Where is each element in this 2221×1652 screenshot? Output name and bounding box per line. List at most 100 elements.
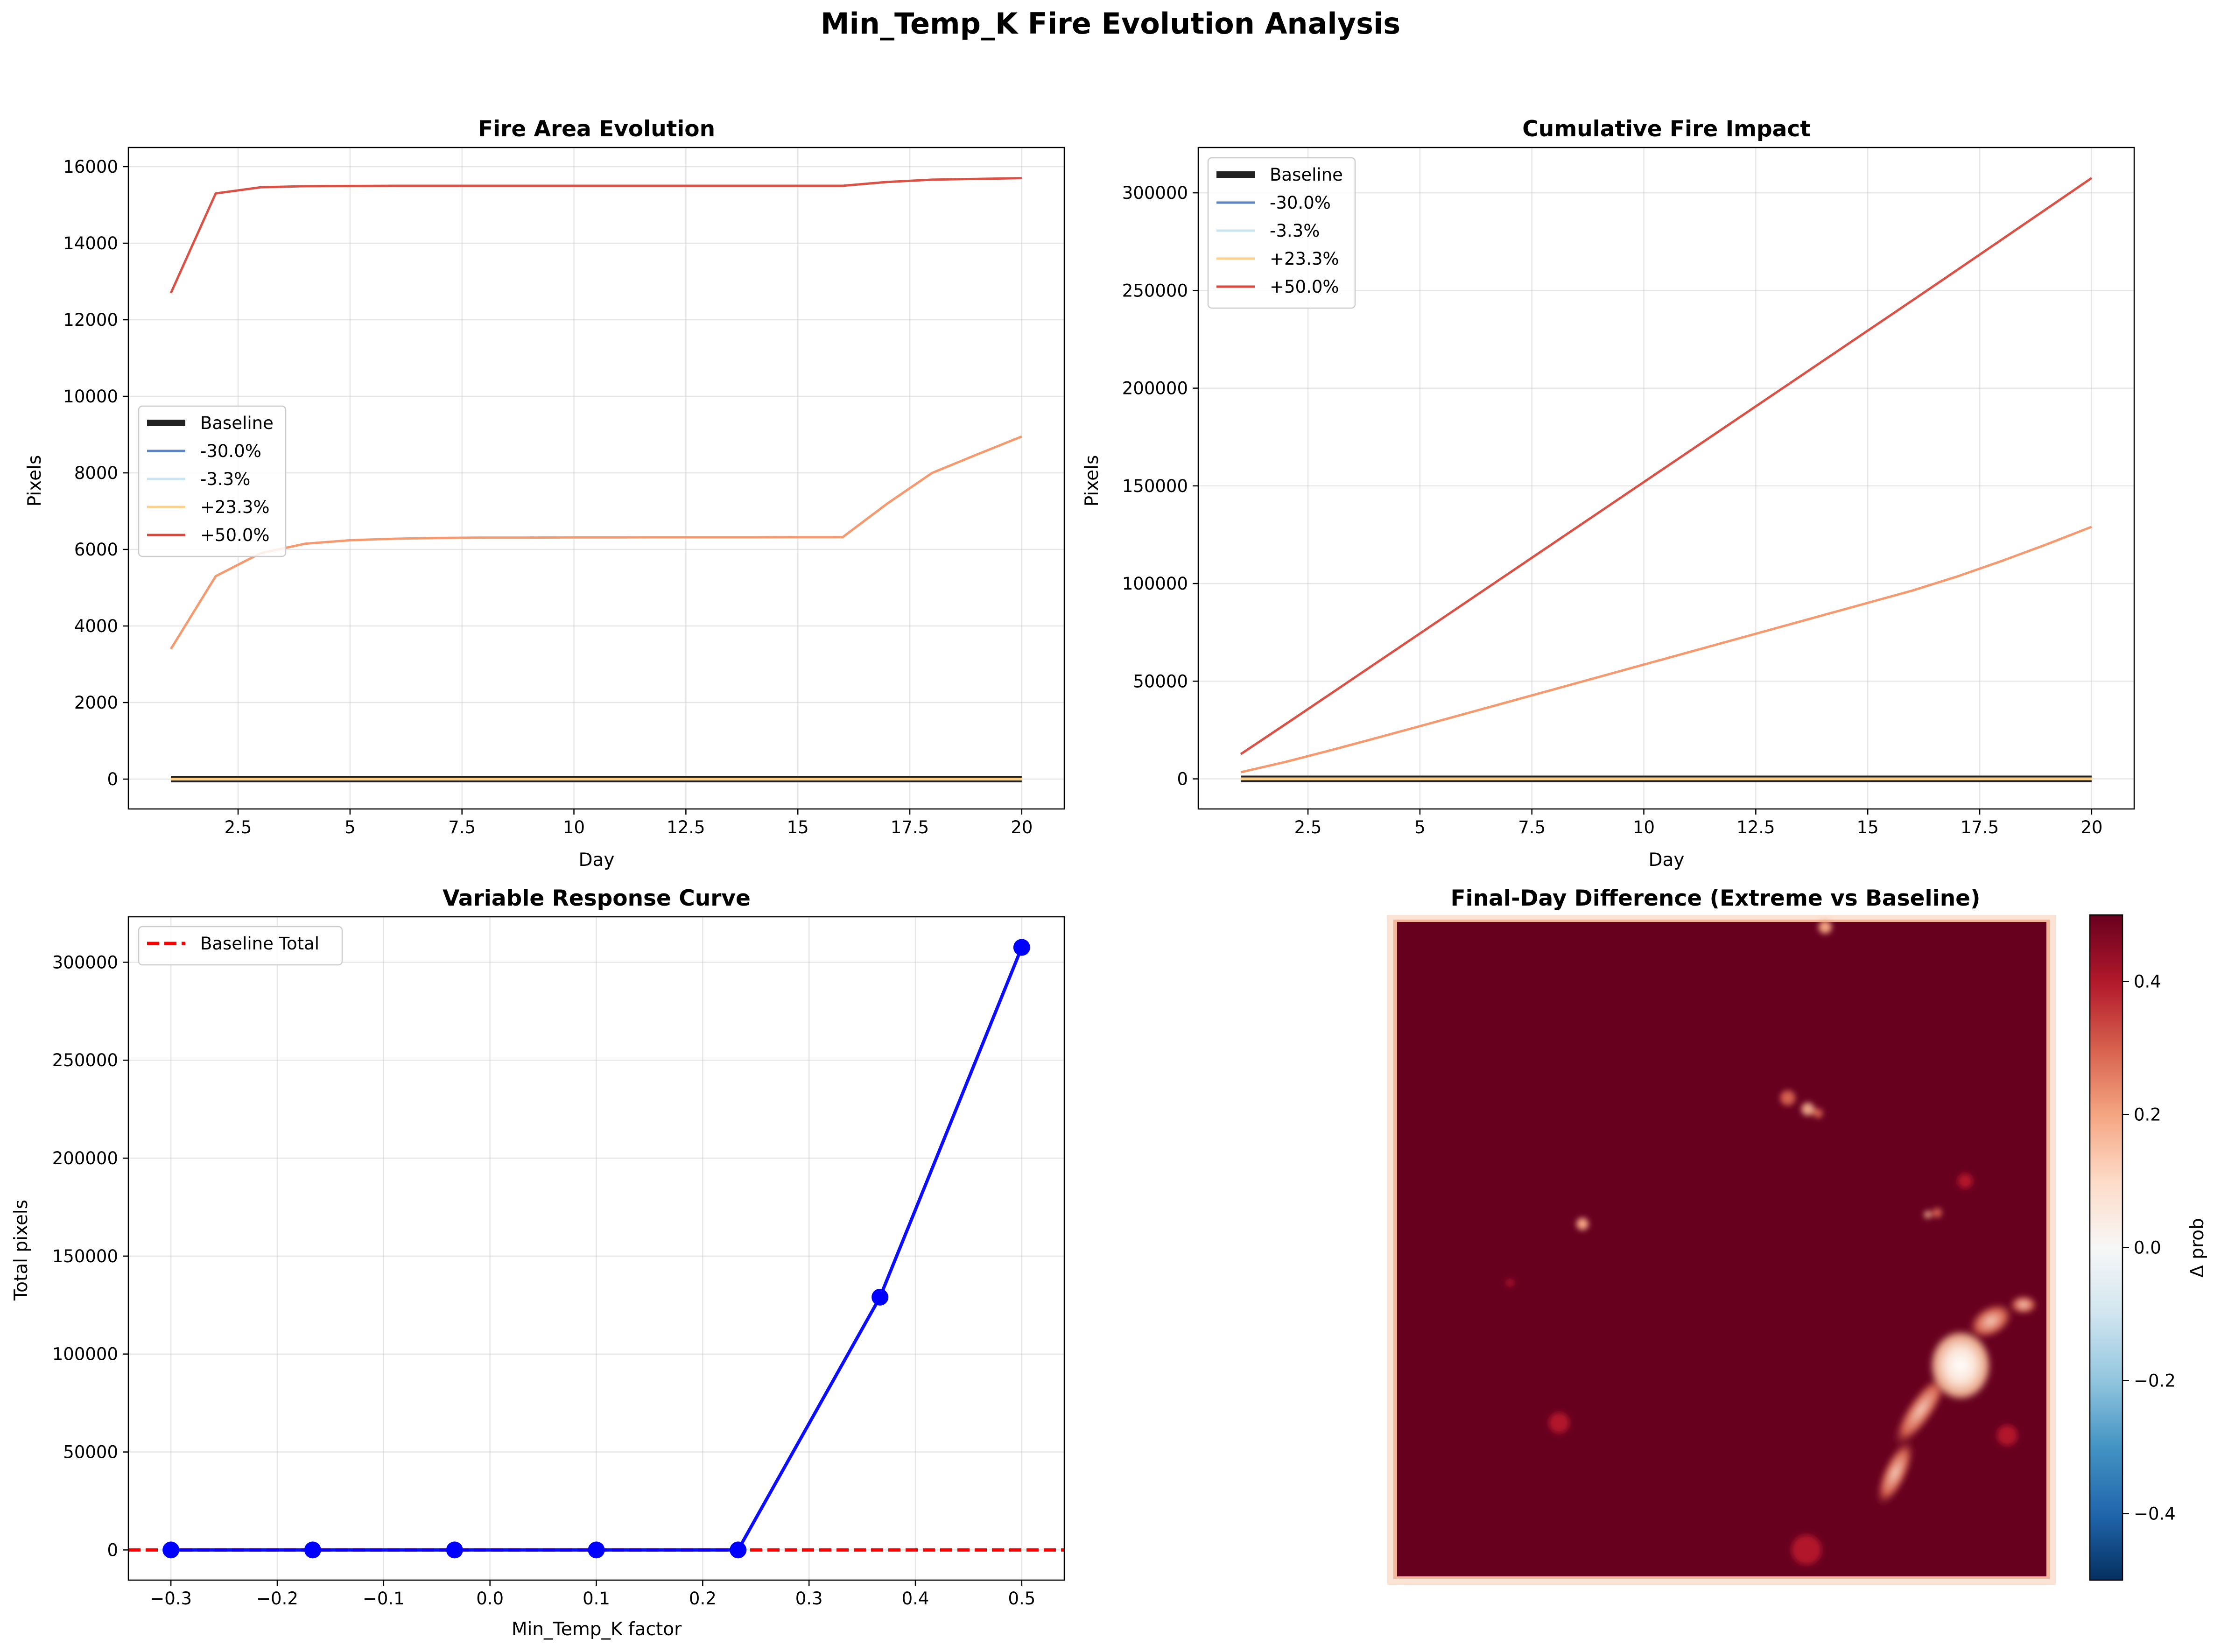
x-tick-label: −0.2 <box>256 1589 298 1609</box>
series-line <box>170 435 1022 650</box>
y-tick-label: 0 <box>107 1540 118 1560</box>
y-tick-label: 200000 <box>1122 379 1188 399</box>
x-tick-label: 5 <box>344 817 356 837</box>
legend-box <box>138 926 343 966</box>
data-point <box>446 1541 463 1559</box>
legend-label: Baseline <box>1270 165 1343 185</box>
x-tick-label: 17.5 <box>1961 817 1999 837</box>
x-tick-label: 0.1 <box>583 1589 610 1609</box>
y-tick-label: 4000 <box>74 616 118 636</box>
legend-label: -3.3% <box>200 469 250 489</box>
axes-frame <box>1197 147 2135 810</box>
y-tick-label: 100000 <box>52 1344 118 1364</box>
y-tick-label: 300000 <box>52 952 118 972</box>
series-line <box>169 177 1022 294</box>
cumulative-panel: Cumulative Fire Impact Day Pixels 2.5 5 7.… <box>1082 116 2135 871</box>
data-point <box>588 1541 605 1559</box>
x-tick-label: 10 <box>563 817 585 837</box>
response-title: Variable Response Curve <box>443 886 751 911</box>
y-tick-label: 8000 <box>74 463 118 483</box>
x-tick-label: 12.5 <box>667 817 705 837</box>
difference-heatmap <box>1387 915 2056 1585</box>
series-line <box>1240 526 2092 773</box>
difference-panel: Final-Day Difference (Extreme vs Baselin… <box>1387 886 2208 1585</box>
colorbar-tick-label: 0.4 <box>2134 972 2161 992</box>
fire-area-title: Fire Area Evolution <box>478 116 715 142</box>
legend-label: -3.3% <box>1270 221 1320 241</box>
y-tick-label: 12000 <box>63 310 118 330</box>
legend-box <box>1207 157 1356 309</box>
x-tick-label: 0.0 <box>476 1589 504 1609</box>
x-tick-label: 0.2 <box>689 1589 717 1609</box>
cumulative-title: Cumulative Fire Impact <box>1522 116 1810 142</box>
cumulative-ylabel: Pixels <box>1082 455 1103 507</box>
x-tick-label: −0.3 <box>150 1589 192 1609</box>
data-point <box>304 1541 321 1559</box>
data-point <box>1013 939 1030 956</box>
legend-label: +50.0% <box>200 525 270 545</box>
y-tick-label: 0 <box>107 769 118 789</box>
y-tick-label: 0 <box>1177 769 1188 789</box>
y-tick-label: 10000 <box>63 387 118 407</box>
x-tick-label: 20 <box>1011 817 1033 837</box>
response-xlabel: Min_Temp_K factor <box>512 1619 682 1640</box>
x-tick-label: 20 <box>2080 817 2102 837</box>
x-tick-label: 0.5 <box>1008 1589 1035 1609</box>
fire-area-ylabel: Pixels <box>24 455 45 507</box>
figure-title: Min_Temp_K Fire Evolution Analysis <box>821 7 1400 41</box>
y-tick-label: 2000 <box>74 693 118 713</box>
data-point <box>872 1288 889 1306</box>
colorbar-tick-label: 0.0 <box>2134 1238 2161 1258</box>
axes-frame <box>127 147 1065 810</box>
x-tick-label: 0.4 <box>902 1589 929 1609</box>
x-tick-label: 2.5 <box>225 817 252 837</box>
colorbar-label: Δ prob <box>2187 1218 2208 1278</box>
y-tick-label: 50000 <box>1133 671 1188 691</box>
x-tick-label: 10 <box>1633 817 1655 837</box>
x-tick-label: 2.5 <box>1294 817 1322 837</box>
x-tick-label: 5 <box>1414 817 1426 837</box>
x-tick-label: 0.3 <box>795 1589 823 1609</box>
y-tick-label: 6000 <box>74 540 118 560</box>
fire-area-xlabel: Day <box>578 850 614 871</box>
legend-label: +23.3% <box>1270 249 1339 269</box>
y-tick-label: 200000 <box>52 1148 118 1168</box>
y-tick-label: 250000 <box>52 1050 118 1070</box>
y-tick-label: 150000 <box>52 1246 118 1266</box>
legend-label: +23.3% <box>200 497 270 517</box>
y-tick-label: 16000 <box>63 157 118 177</box>
legend-label: Baseline Total <box>200 934 319 954</box>
x-tick-label: 15 <box>1857 817 1879 837</box>
y-tick-label: 100000 <box>1122 574 1188 594</box>
data-point <box>162 1541 180 1559</box>
legend-box <box>138 405 287 557</box>
x-tick-label: 7.5 <box>1518 817 1546 837</box>
y-tick-label: 250000 <box>1122 281 1188 301</box>
y-tick-label: 150000 <box>1122 476 1188 496</box>
x-tick-label: 12.5 <box>1736 817 1775 837</box>
colorbar-tick-label: −0.4 <box>2134 1504 2176 1524</box>
cumulative-xlabel: Day <box>1648 850 1684 871</box>
data-point <box>730 1541 747 1559</box>
response-ylabel: Total pixels <box>11 1200 32 1301</box>
axes-frame <box>127 916 1065 1581</box>
difference-title: Final-Day Difference (Extreme vs Baselin… <box>1450 886 1980 911</box>
x-tick-label: 15 <box>787 817 809 837</box>
colorbar <box>2089 914 2123 1581</box>
y-tick-label: 300000 <box>1122 183 1188 203</box>
y-tick-label: 50000 <box>63 1442 118 1462</box>
colorbar-tick-label: −0.2 <box>2134 1371 2176 1391</box>
response-panel: Variable Response Curve Min_Temp_K facto… <box>11 886 1065 1640</box>
x-tick-label: 17.5 <box>891 817 929 837</box>
legend-label: -30.0% <box>1270 193 1331 213</box>
x-tick-label: 7.5 <box>448 817 476 837</box>
fire-area-panel: Fire Area Evolution Day Pixels 2.5 5 7.5 10… <box>24 116 1065 871</box>
legend-label: Baseline <box>200 413 274 433</box>
x-tick-label: −0.1 <box>363 1589 405 1609</box>
legend-label: +50.0% <box>1270 277 1339 297</box>
series-line <box>1240 177 2093 755</box>
colorbar-tick-label: 0.2 <box>2134 1105 2161 1125</box>
y-tick-label: 14000 <box>63 233 118 253</box>
legend-label: -30.0% <box>200 441 261 461</box>
